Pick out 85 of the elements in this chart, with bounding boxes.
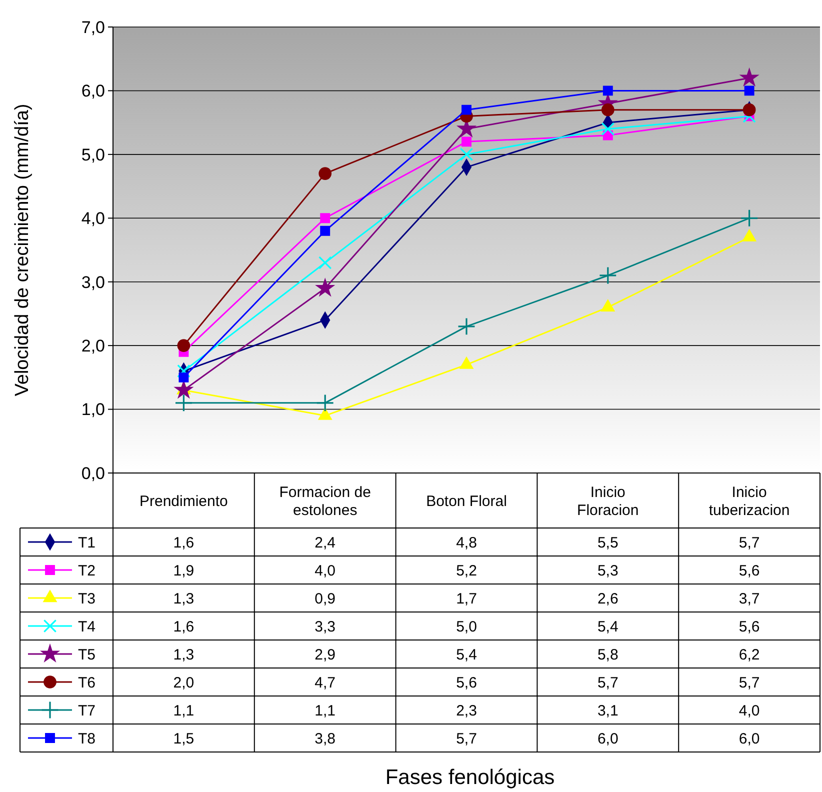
point [460,148,474,162]
y-tick-label: 1,0 [81,400,105,420]
point [602,86,613,96]
point [462,136,472,147]
data-label: 5,7 [597,674,618,692]
data-label: 3,3 [314,618,336,636]
point [601,122,615,136]
data-label: 5,2 [456,562,477,580]
data-label: 4,0 [738,702,760,720]
data-label: 5,4 [597,618,618,636]
y-tick-label: 2,0 [81,336,105,356]
legend-label: T1 [78,534,96,552]
data-label: 5,4 [456,646,477,664]
point [740,68,758,86]
legend-label: T2 [78,562,96,580]
legend-label: T7 [78,702,96,720]
data-label: 1,9 [173,562,194,580]
legend-label: T6 [78,674,96,692]
point [462,104,472,115]
point [457,317,476,336]
data-label: 1,6 [173,618,194,636]
point [318,167,332,180]
y-tick-label: 5,0 [81,145,105,164]
data-label: 6,0 [597,730,618,748]
data-label: 5,6 [738,562,760,580]
point [177,339,190,352]
data-label: 5,0 [456,618,477,636]
data-label: 2,0 [173,674,194,692]
point [316,394,334,412]
y-tick-label: 3,0 [81,272,105,292]
point [316,278,334,296]
point [601,300,615,312]
data-label: 5,5 [597,534,618,552]
point [320,226,330,236]
data-label: 1,1 [314,702,336,720]
x-tick-label: Prendimiento [140,492,228,510]
data-label: 4,0 [314,562,336,580]
x-tick-label: Inicio tuberizacion [708,484,790,519]
data-label: 5,7 [456,730,477,748]
point [740,209,758,228]
data-label: 5,7 [738,534,760,552]
point [174,380,193,398]
data-label: 3,7 [738,590,760,608]
legend-label: T5 [78,646,96,664]
point [744,86,754,96]
legend-label: T3 [78,590,96,608]
data-label: 5,3 [597,562,618,580]
data-label: 2,9 [314,646,336,664]
point [598,266,617,284]
data-label: 6,2 [738,646,760,664]
point [318,256,332,270]
x-tick-label: Boton Floral [426,492,507,510]
data-label: 5,7 [738,674,760,692]
data-label: 1,3 [173,646,194,664]
data-label: 1,7 [456,590,477,608]
point [174,394,193,412]
data-label: 3,8 [314,730,336,748]
data-label: 5,6 [738,618,760,636]
data-label: 6,0 [738,730,760,748]
y-axis-title: Velocidad de crecimiento (mm/día) [12,104,33,396]
data-label: 4,8 [456,534,477,552]
y-tick-label: 6,0 [81,82,105,101]
y-tick-label: 4,0 [81,209,105,228]
point [742,103,756,116]
data-label: 2,4 [314,534,336,552]
point [320,213,330,224]
data-label: 1,3 [173,590,194,608]
data-label: 1,1 [173,702,194,720]
legend-label: T4 [78,618,96,636]
data-label: 2,3 [456,702,477,720]
point [178,372,189,382]
x-tick-label: Formacion de estolones [279,484,371,519]
data-label: 1,5 [173,730,194,748]
data-label: 4,7 [314,674,336,692]
legend-label: T8 [78,730,96,748]
data-label: 2,6 [597,590,618,608]
data-label: 1,6 [173,534,194,552]
y-tick-label: 0,0 [81,464,105,483]
text: Fases fenológicas [385,766,555,789]
data-label: 5,8 [597,646,618,664]
data-label: 5,6 [456,674,477,692]
data-label: 0,9 [314,590,336,608]
x-tick-label: Inicio Floracion [577,484,639,519]
data-label: 3,1 [597,702,618,720]
y-tick-label: 7,0 [81,18,105,37]
